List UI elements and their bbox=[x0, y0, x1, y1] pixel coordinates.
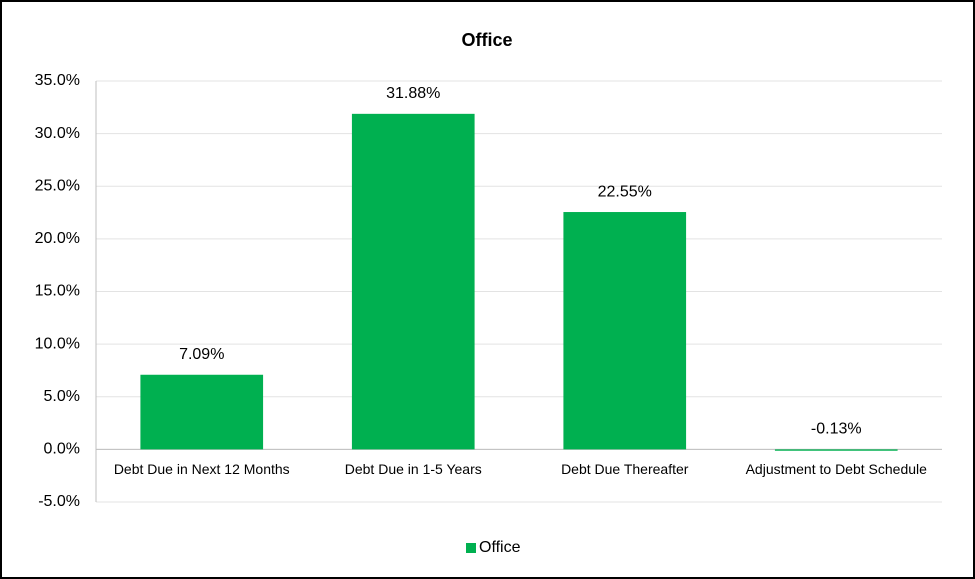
data-label: -0.13% bbox=[811, 421, 862, 438]
y-tick-label: 25.0% bbox=[35, 177, 80, 194]
x-tick-label: Adjustment to Debt Schedule bbox=[745, 461, 927, 478]
y-tick-label: 10.0% bbox=[35, 335, 80, 352]
y-tick-label: -5.0% bbox=[38, 493, 80, 510]
y-tick-label: 0.0% bbox=[44, 441, 80, 458]
bar bbox=[140, 374, 264, 450]
y-tick-label: 30.0% bbox=[35, 125, 80, 142]
legend-label: Office bbox=[479, 539, 521, 556]
x-tick-label: Debt Due in Next 12 Months bbox=[113, 461, 290, 478]
legend-swatch bbox=[466, 543, 476, 553]
bar bbox=[351, 113, 475, 450]
bar bbox=[563, 212, 687, 450]
y-tick-label: 5.0% bbox=[44, 388, 80, 405]
data-label: 7.09% bbox=[179, 346, 224, 363]
x-tick-label: Debt Due Thereafter bbox=[561, 461, 689, 478]
y-tick-label: 15.0% bbox=[35, 283, 80, 300]
bar bbox=[774, 449, 898, 451]
y-tick-label: 35.0% bbox=[35, 72, 80, 89]
data-label: 31.88% bbox=[386, 85, 440, 102]
chart-title: Office bbox=[461, 30, 512, 50]
data-label: 22.55% bbox=[598, 183, 652, 200]
x-tick-label: Debt Due in 1-5 Years bbox=[344, 461, 482, 478]
y-tick-label: 20.0% bbox=[35, 230, 80, 247]
